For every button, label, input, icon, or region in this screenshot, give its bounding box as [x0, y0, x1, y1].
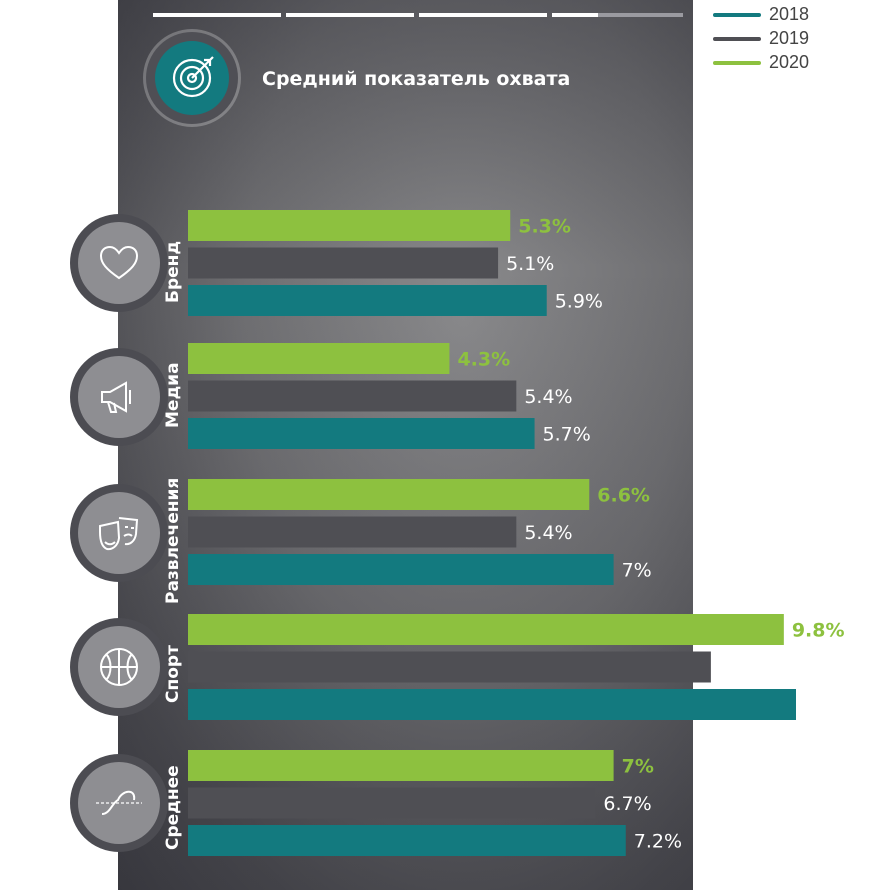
data-label-2019-4: 6.7% — [603, 793, 651, 815]
progress-segment — [419, 13, 547, 17]
bar-2019-2 — [188, 516, 517, 548]
bar-2020-3 — [188, 614, 784, 645]
legend-label: 2019 — [769, 28, 810, 48]
bar-2020-2 — [188, 479, 590, 510]
legend-label: 2020 — [769, 52, 810, 72]
data-label-2019-2: 5.4% — [524, 522, 572, 544]
wave-icon — [78, 762, 160, 844]
progress-segment — [286, 13, 414, 17]
data-label-2018-2: 7% — [622, 560, 652, 582]
bar-2019-1 — [188, 380, 517, 412]
progress-segment — [552, 13, 598, 17]
data-label-2020-0: 5.3% — [518, 216, 571, 238]
legend-swatch — [713, 13, 761, 17]
data-label-2018-0: 5.9% — [555, 291, 603, 313]
category-badge-sport — [70, 618, 168, 716]
legend-label: 2018 — [769, 4, 810, 24]
data-label-2020-3: 9.8% — [792, 620, 845, 642]
legend-swatch — [713, 61, 761, 65]
chart-title: Средний показатель охвата — [262, 68, 571, 90]
data-label-2018-1: 5.7% — [543, 424, 591, 446]
bar-2019-3 — [188, 651, 711, 683]
bar-2020-1 — [188, 343, 450, 374]
category-badge-brand — [70, 214, 168, 312]
bar-2018-1 — [188, 418, 535, 449]
basketball-icon — [78, 626, 160, 708]
data-label-2018-3: 10% — [804, 695, 846, 717]
data-label-2020-4: 7% — [622, 756, 654, 778]
heart-icon — [78, 222, 160, 304]
category-badge-media — [70, 348, 168, 446]
title-badge — [146, 32, 238, 124]
data-label-2018-4: 7.2% — [634, 831, 682, 853]
data-label-2019-3: 8.6% — [719, 657, 767, 679]
legend-swatch — [713, 37, 761, 41]
bar-2020-4 — [188, 750, 614, 781]
target-icon — [155, 41, 229, 115]
bar-2018-2 — [188, 554, 614, 585]
data-label-2020-2: 6.6% — [597, 485, 650, 507]
data-label-2019-0: 5.1% — [506, 253, 554, 275]
progress-segment — [153, 13, 281, 17]
data-label-2019-1: 5.4% — [524, 386, 572, 408]
progress-segment-remaining — [598, 13, 683, 17]
category-badge-average — [70, 754, 168, 852]
megaphone-icon — [78, 356, 160, 438]
bar-2020-0 — [188, 210, 511, 241]
data-label-2020-1: 4.3% — [457, 349, 510, 371]
bar-2018-4 — [188, 825, 626, 856]
bar-2019-0 — [188, 247, 499, 279]
bar-2018-3 — [188, 689, 796, 720]
bar-2018-0 — [188, 285, 547, 316]
theater-masks-icon — [78, 492, 160, 574]
category-badge-entertainment — [70, 484, 168, 582]
bar-2019-4 — [188, 787, 596, 819]
